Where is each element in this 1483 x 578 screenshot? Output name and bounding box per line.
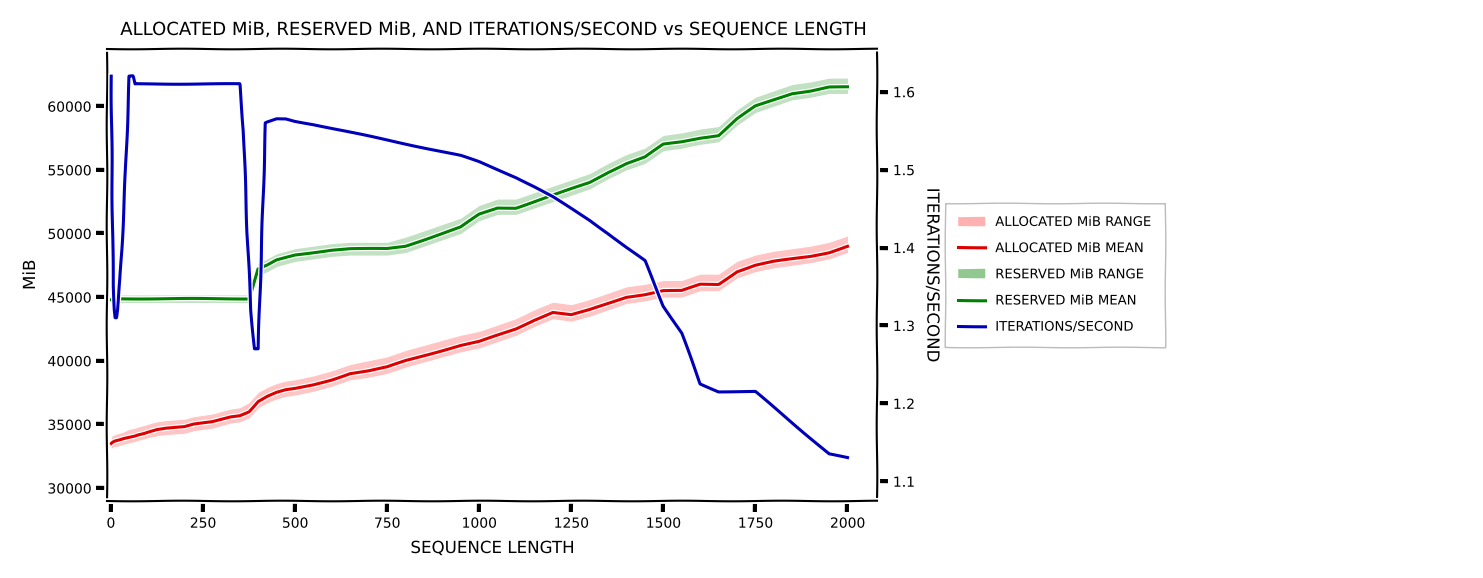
X-axis label: SEQUENCE LENGTH: SEQUENCE LENGTH — [411, 539, 574, 557]
Title: ALLOCATED MiB, RESERVED MiB, AND ITERATIONS/SECOND vs SEQUENCE LENGTH: ALLOCATED MiB, RESERVED MiB, AND ITERATI… — [120, 21, 865, 39]
Y-axis label: ITERATIONS/SECOND: ITERATIONS/SECOND — [924, 188, 942, 362]
Legend: ALLOCATED MiB RANGE, ALLOCATED MiB MEAN, RESERVED MiB RANGE, RESERVED MiB MEAN, : ALLOCATED MiB RANGE, ALLOCATED MiB MEAN,… — [945, 203, 1164, 347]
Y-axis label: MiB: MiB — [21, 260, 39, 290]
